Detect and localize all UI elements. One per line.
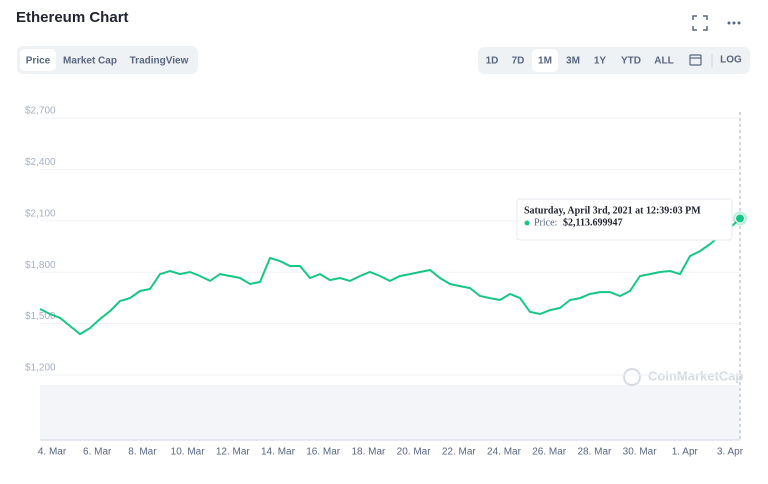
y-tick-label: $2,700 — [25, 106, 56, 117]
tooltip-label: Price: — [534, 217, 557, 228]
range-button[interactable]: 3M — [566, 56, 580, 67]
tab[interactable]: Market Cap — [63, 56, 117, 67]
tooltip-date: Saturday, April 3rd, 2021 at 12:39:03 PM — [524, 205, 701, 216]
x-tick-label: 10. Mar — [171, 447, 206, 458]
y-tick-label: $1,500 — [25, 311, 56, 322]
x-tick-label: 24. Mar — [487, 447, 522, 458]
x-tick-label: 3. Apr — [717, 447, 744, 458]
x-tick-label: 4. Mar — [38, 447, 67, 458]
more-icon[interactable] — [727, 21, 741, 25]
price-marker — [735, 213, 745, 224]
range-button[interactable]: ALL — [654, 56, 673, 67]
x-tick-label: 8. Mar — [128, 447, 157, 458]
tab[interactable]: TradingView — [130, 56, 189, 67]
x-tick-label: 22. Mar — [442, 447, 477, 458]
range-button[interactable]: 1Y — [594, 56, 607, 67]
tab[interactable]: Price — [26, 56, 51, 67]
calendar-icon[interactable] — [689, 54, 702, 66]
range-active-bg — [532, 49, 558, 72]
y-tick-label: $1,800 — [25, 260, 56, 271]
watermark: CoinMarketCap — [648, 368, 743, 383]
x-tick-label: 16. Mar — [306, 447, 341, 458]
range-button[interactable]: 7D — [512, 56, 525, 67]
range-button[interactable]: 1M — [538, 56, 552, 67]
tooltip-box — [516, 198, 733, 241]
x-tick-label: 20. Mar — [397, 447, 432, 458]
tab-group — [17, 46, 198, 74]
x-tick-label: 1. Apr — [672, 447, 699, 458]
chart-title: Ethereum Chart — [16, 9, 129, 26]
y-tick-label: $1,200 — [25, 363, 56, 374]
tooltip-value: $2,113.699947 — [563, 217, 622, 228]
x-tick-label: 28. Mar — [577, 447, 612, 458]
volume-area — [40, 385, 740, 440]
price-line — [39, 217, 741, 336]
tooltip-dot — [524, 220, 530, 226]
fullscreen-icon[interactable] — [692, 15, 708, 31]
log-button[interactable]: LOG — [720, 55, 742, 66]
range-button[interactable]: YTD — [621, 56, 641, 67]
range-button[interactable]: 1D — [486, 56, 499, 67]
x-tick-label: 6. Mar — [83, 447, 112, 458]
x-tick-label: 14. Mar — [261, 447, 296, 458]
x-tick-label: 18. Mar — [351, 447, 386, 458]
x-tick-label: 30. Mar — [623, 447, 658, 458]
y-tick-label: $2,400 — [25, 157, 56, 168]
x-tick-label: 12. Mar — [216, 447, 251, 458]
watermark-logo — [623, 368, 641, 386]
y-tick-label: $2,100 — [25, 208, 56, 219]
x-tick-label: 26. Mar — [532, 447, 567, 458]
tab-active-bg — [20, 49, 56, 71]
